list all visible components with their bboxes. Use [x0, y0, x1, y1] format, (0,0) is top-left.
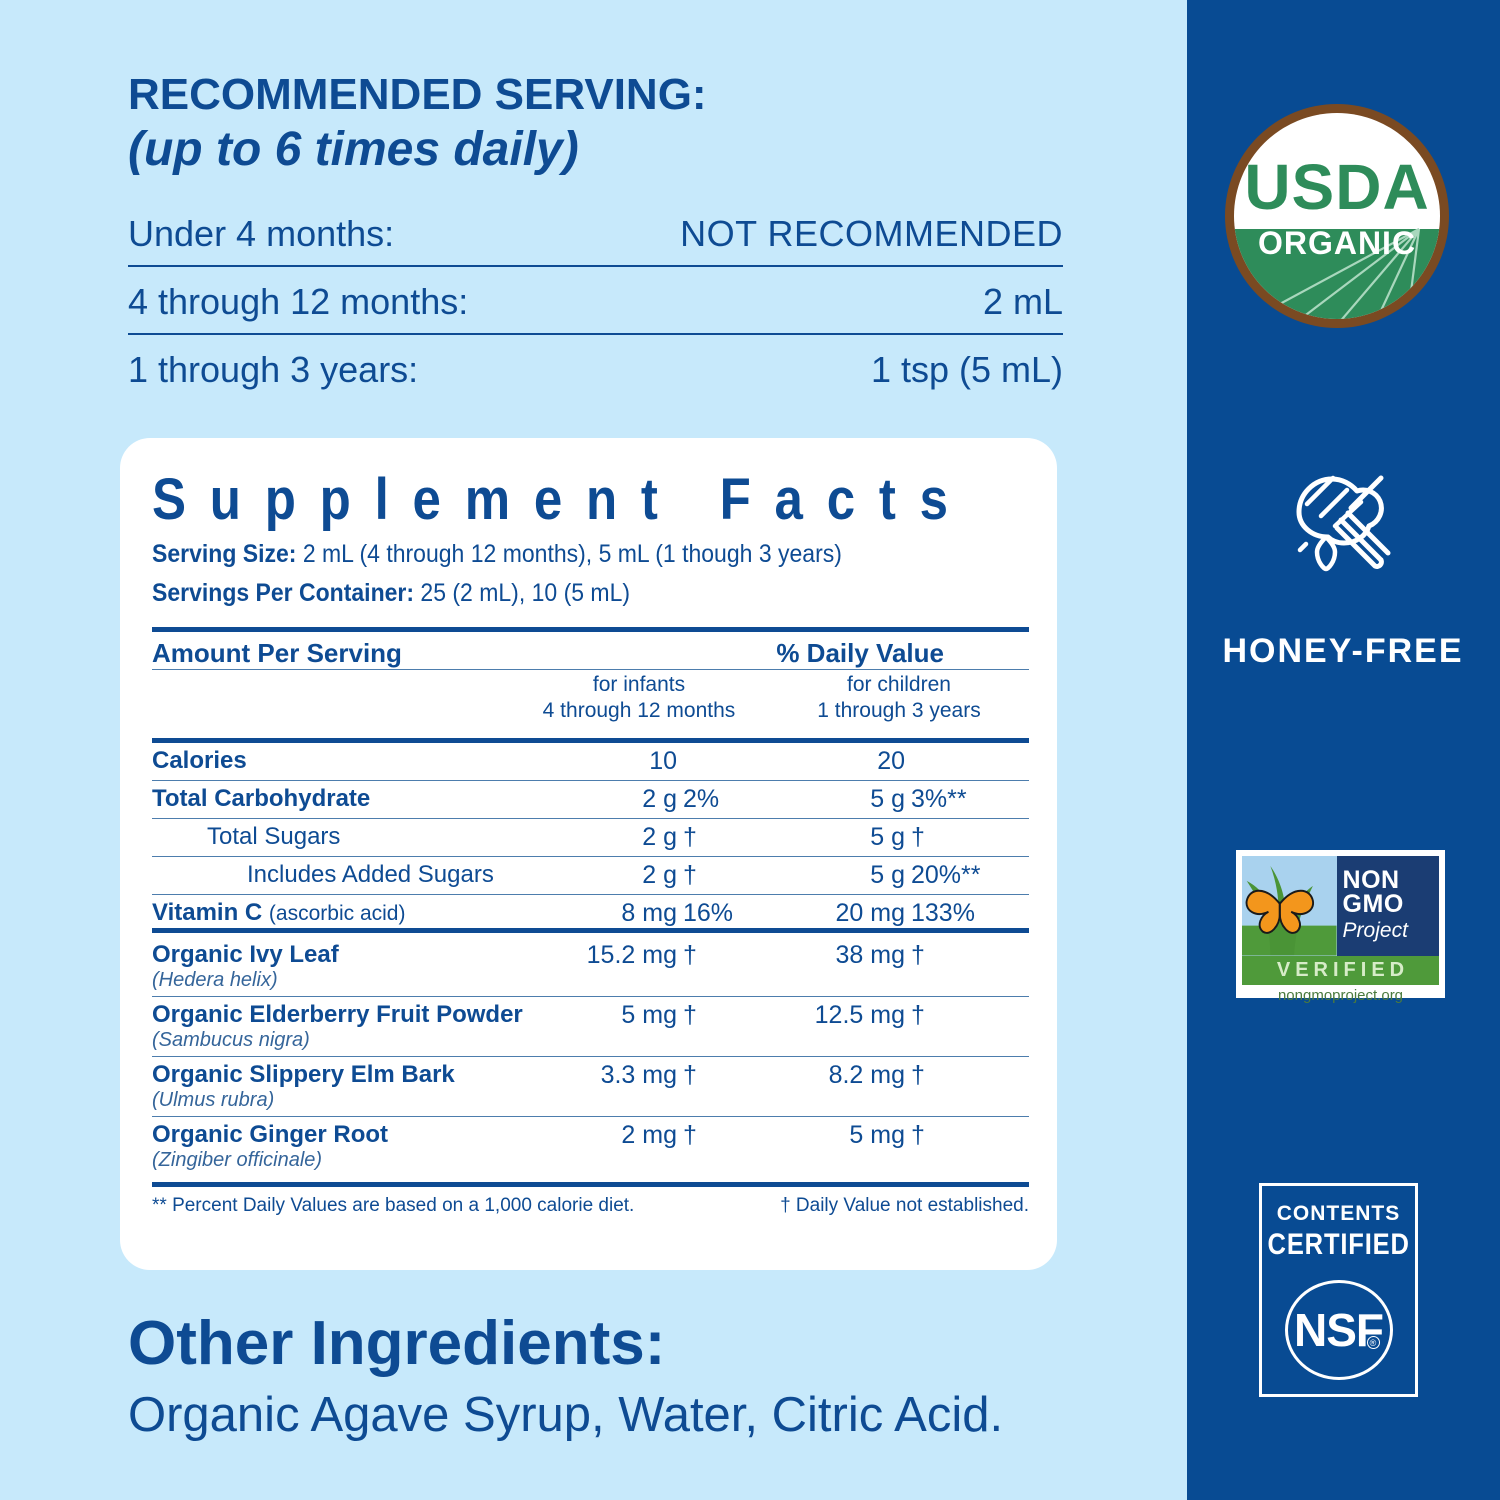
- svg-text:ORGANIC: ORGANIC: [1258, 225, 1416, 261]
- svg-text:USDA: USDA: [1244, 151, 1429, 223]
